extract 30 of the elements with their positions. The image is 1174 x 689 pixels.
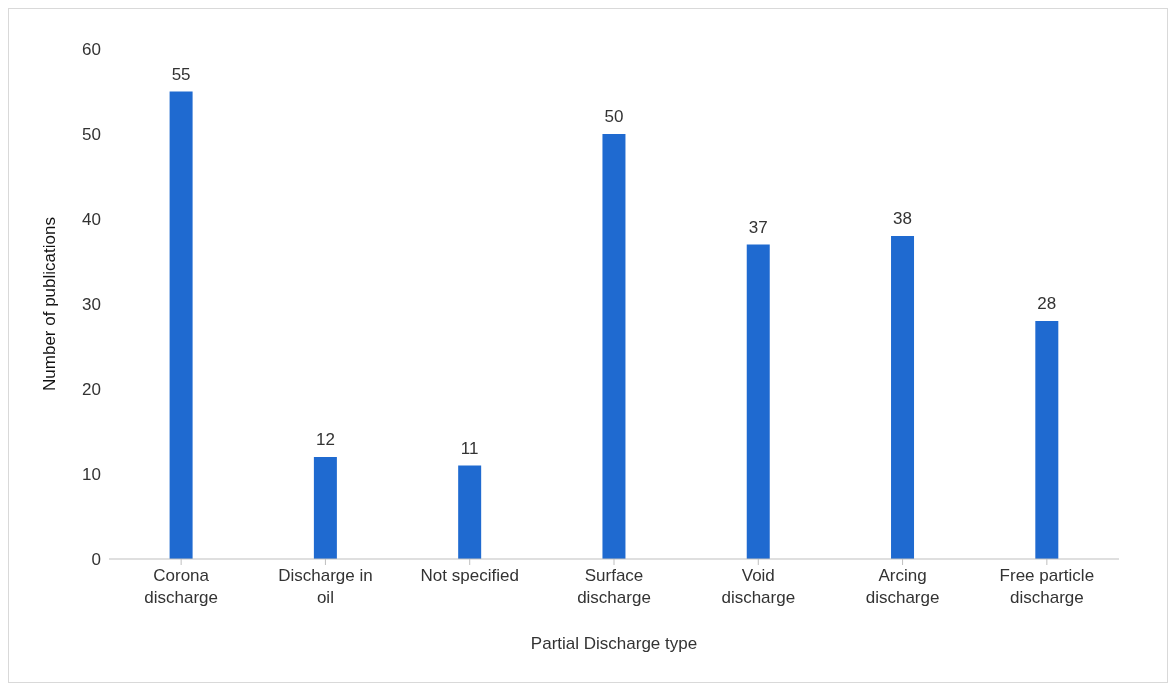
bar — [746, 244, 770, 559]
x-tick-label: Arcing discharge — [865, 566, 940, 607]
bar — [1035, 321, 1059, 559]
y-tick-label: 40 — [82, 210, 101, 230]
data-label: 11 — [460, 438, 479, 458]
x-tick-label: Corona discharge — [144, 566, 218, 607]
y-axis-title: Number of publications — [40, 217, 60, 391]
bar — [169, 91, 193, 559]
y-tick-label: 20 — [82, 380, 101, 400]
x-tick-label: Void discharge — [721, 566, 796, 607]
y-tick-label: 30 — [82, 295, 101, 315]
y-tick-label: 60 — [82, 40, 101, 60]
bar — [891, 236, 915, 559]
x-axis-title: Partial Discharge type — [530, 634, 698, 653]
data-label: 12 — [315, 430, 335, 449]
data-label: 37 — [748, 217, 768, 237]
data-label: 55 — [171, 64, 191, 84]
x-tick-label: Free particle discharge — [999, 566, 1095, 607]
bar — [458, 465, 482, 559]
x-tick-label: Discharge in oil — [278, 566, 373, 607]
data-label: 38 — [893, 209, 912, 228]
x-tick-label: Not specified — [420, 566, 519, 585]
y-tick-label: 50 — [82, 125, 101, 145]
data-label: 28 — [1037, 294, 1057, 313]
bar — [602, 134, 626, 559]
x-tick-label: Surface discharge — [577, 566, 651, 607]
y-tick-label: 10 — [82, 465, 101, 485]
bar — [313, 457, 337, 559]
y-tick-label: 0 — [91, 550, 101, 570]
data-label: 50 — [604, 107, 624, 126]
